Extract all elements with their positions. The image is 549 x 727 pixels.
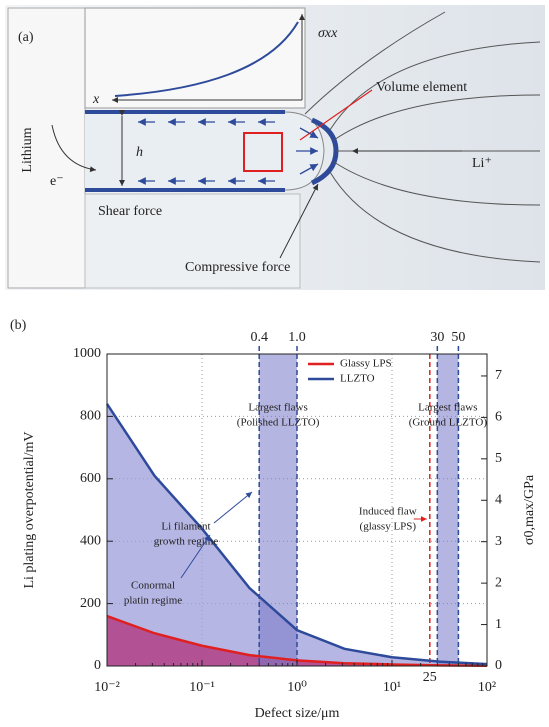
annotation: growth regime [154, 536, 219, 548]
y-tick-label: 600 [80, 471, 101, 486]
panel-b: (b) Defect size/μm Li plating overpotent… [10, 318, 537, 721]
annotation: Conormal [131, 580, 175, 592]
y-tick-label: 800 [80, 409, 101, 424]
annotation-arrow [180, 534, 211, 579]
flaw-band [437, 354, 459, 666]
annotation: platin regime [124, 595, 182, 607]
y2-tick-label: 2 [495, 575, 502, 590]
ion-label: Li⁺ [472, 156, 492, 171]
y-tick-label: 0 [94, 658, 101, 673]
marker-label: Induced flaw [359, 506, 417, 518]
x-tick-label: 10¹ [383, 680, 401, 695]
volume-element-label: Volume element [376, 80, 467, 95]
area-fill [107, 403, 487, 666]
lithium-block [7, 7, 86, 289]
lithium-label: Lithium [20, 127, 35, 172]
band-edge-label: 50 [451, 330, 465, 345]
band-label: (Polished LLZTO) [237, 417, 320, 429]
x-tick-label: 10⁰ [287, 680, 307, 695]
band-edge-label: 30 [430, 330, 444, 345]
area-fill [107, 616, 487, 666]
shear-label: Shear force [98, 204, 162, 219]
series-line [105, 403, 488, 666]
x-label: x [92, 92, 100, 107]
volume-element [243, 132, 283, 172]
lithium-lower [84, 193, 301, 289]
legend-label: Glassy LPS [340, 358, 392, 370]
y2-tick-label: 6 [495, 410, 502, 425]
marker-label: (glassy LPS) [360, 521, 417, 533]
panel-label: (b) [10, 318, 27, 333]
panel-a: (a) σxx x Volume element Lithium e⁻ h Li… [5, 5, 545, 290]
x-tick-label: 10⁻¹ [189, 680, 215, 695]
band-label: Largest flaws [248, 402, 307, 414]
band-label: (Ground LLZTO) [409, 417, 488, 429]
x-axis-title: Defect size/μm [255, 706, 340, 721]
stress-inset [84, 7, 306, 109]
x-tick-label: 10⁻² [94, 680, 120, 695]
shear-arrows [138, 118, 319, 185]
force-arrow [279, 183, 319, 259]
compressive-label: Compressive force [185, 260, 290, 275]
y2-axis-title: σ0,max/GPa [522, 474, 537, 545]
y-tick-label: 1000 [73, 346, 101, 361]
band-label: Largest flaws [418, 402, 477, 414]
y-tick-label: 200 [80, 596, 101, 611]
y2-tick-label: 4 [495, 492, 502, 507]
y2-tick-label: 0 [495, 658, 502, 673]
crack [85, 111, 325, 191]
panel-label: (a) [18, 30, 34, 45]
band-edge-label: 0.4 [250, 330, 268, 345]
electron-label: e⁻ [50, 174, 64, 189]
gap-label: h [136, 145, 143, 160]
y-tick-label: 400 [80, 533, 101, 548]
y2-tick-label: 3 [495, 534, 502, 549]
annotation-arrow [213, 491, 253, 524]
y2-tick-label: 1 [495, 617, 502, 632]
y2-tick-label: 7 [495, 368, 502, 383]
band-edge-label: 1.0 [288, 330, 306, 345]
annotation: Li filament [161, 521, 210, 533]
electron-arrow [51, 124, 97, 173]
y2-tick-label: 5 [495, 451, 502, 466]
stress-curve [114, 21, 299, 97]
sigma-label: σxx [318, 26, 338, 41]
marker-value: 25 [423, 670, 437, 685]
electrolyte-wall [85, 110, 285, 192]
y-axis-title: Li plating overpotential/mV [22, 431, 37, 588]
legend-label: LLZTO [340, 373, 375, 385]
x-tick-label: 10² [478, 680, 496, 695]
